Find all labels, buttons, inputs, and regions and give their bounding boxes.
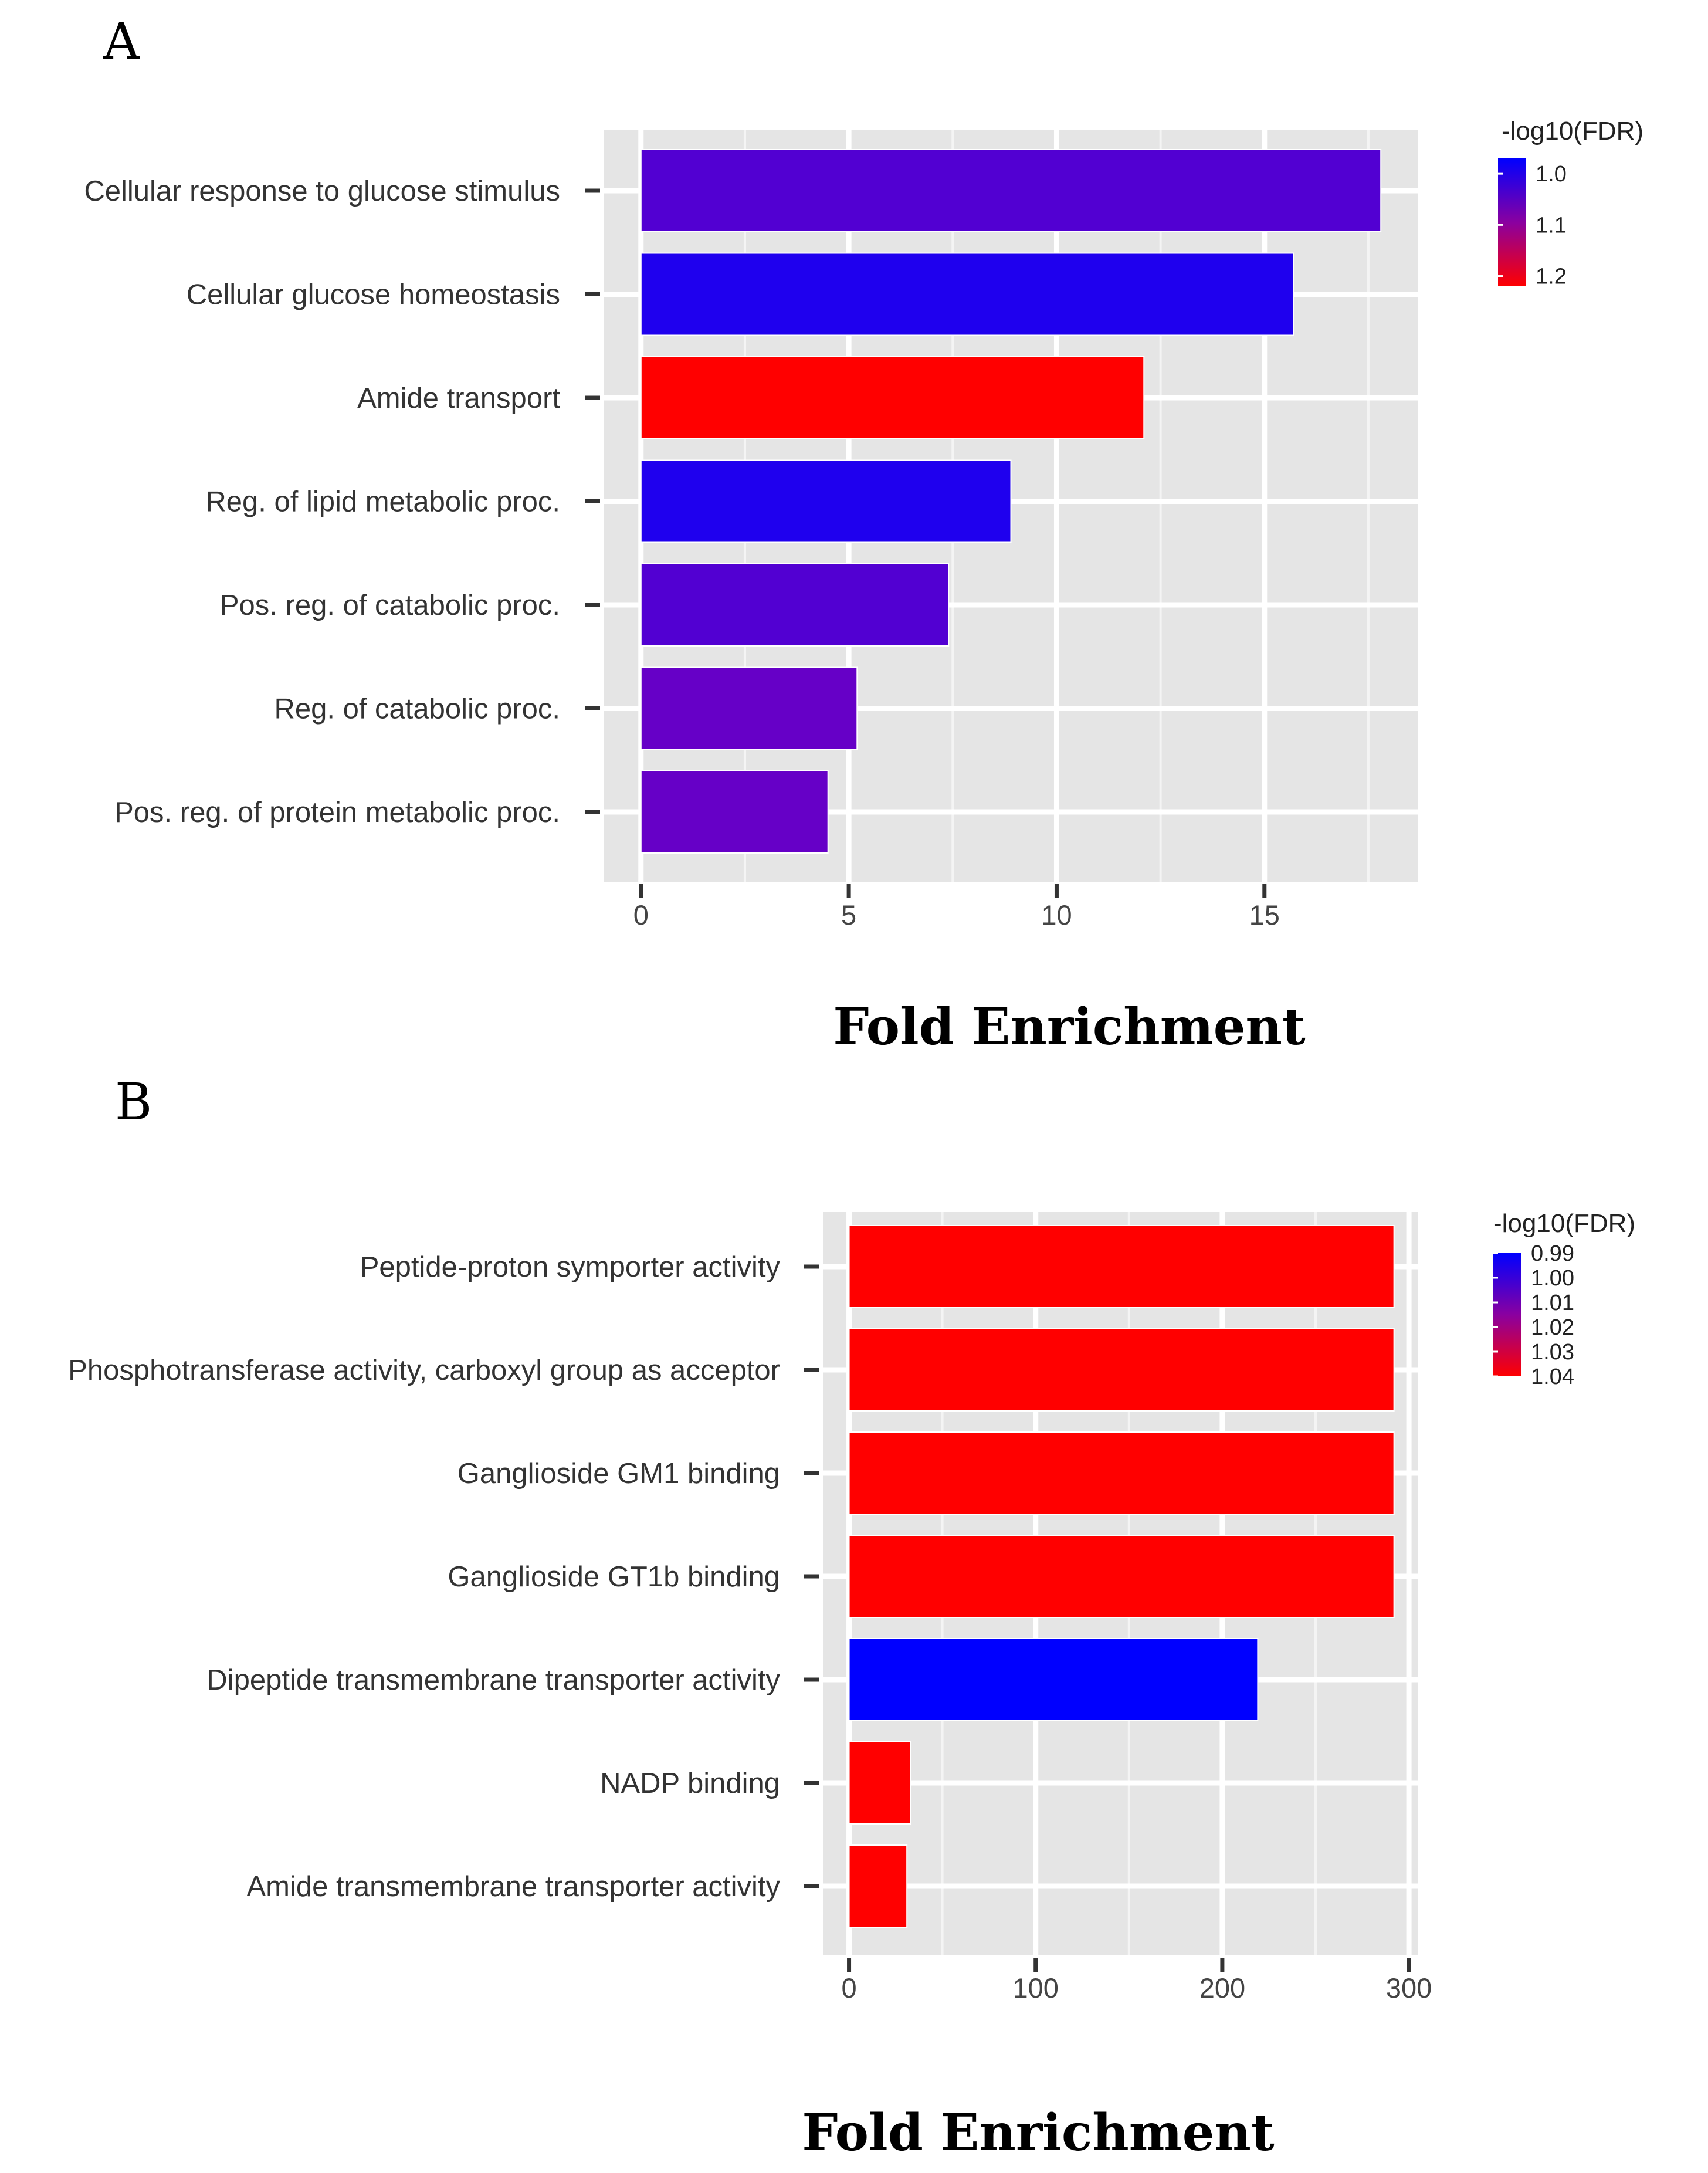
panel-b-category-labels: Peptide-proton symporter activity Phospho… xyxy=(68,1251,819,1903)
category-label: Amide transport xyxy=(357,383,560,414)
category-label: Ganglioside GT1b binding xyxy=(448,1561,780,1593)
bar xyxy=(640,356,1145,439)
bar xyxy=(640,563,950,647)
panel-b-x-axis: 0 100 200 300 xyxy=(841,1958,1432,2003)
panel-b-x-axis-title: Fold Enrichment xyxy=(802,2103,1275,2162)
panel-a: A Cellular response to glucose stimulusC… xyxy=(84,12,1643,1057)
legend-tick-label: 1.2 xyxy=(1536,265,1567,289)
bar xyxy=(848,1638,1259,1721)
panel-b-bars xyxy=(848,1225,1395,1928)
panel-a-color-legend: -log10(FDR) 1.0 1.1 1.2 xyxy=(1498,117,1643,289)
panel-a-x-axis-title: Fold Enrichment xyxy=(833,997,1306,1057)
panel-a-legend-colorbar xyxy=(1498,158,1526,286)
panel-a-legend-title: -log10(FDR) xyxy=(1502,117,1643,145)
x-tick-label: 0 xyxy=(633,899,649,930)
category-label: Reg. of catabolic proc. xyxy=(274,693,560,725)
legend-tick-label: 1.04 xyxy=(1531,1365,1574,1389)
category-label: Peptide-proton symporter activity xyxy=(360,1251,781,1283)
legend-tick-label: 1.01 xyxy=(1531,1291,1574,1315)
legend-tick-label: 1.1 xyxy=(1536,213,1567,238)
panel-a-letter: A xyxy=(103,12,140,71)
panel-a-x-axis: 0 5 10 15 xyxy=(633,884,1280,930)
category-label: Cellular glucose homeostasis xyxy=(187,279,560,311)
bar xyxy=(640,666,858,750)
category-label: Amide transmembrane transporter activity xyxy=(246,1871,780,1903)
panel-b-color-legend: -log10(FDR) 0.991.001.011.021.031.04 xyxy=(1493,1209,1635,1389)
legend-tick-label: 1.00 xyxy=(1531,1266,1574,1291)
bar xyxy=(640,149,1382,232)
category-label: Cellular response to glucose stimulus xyxy=(84,175,560,207)
legend-tick-label: 1.03 xyxy=(1531,1340,1574,1365)
x-tick-label: 300 xyxy=(1386,1972,1432,2003)
x-tick-label: 200 xyxy=(1199,1972,1245,2003)
x-tick-label: 0 xyxy=(841,1972,856,2003)
category-label: Reg. of lipid metabolic proc. xyxy=(205,486,560,518)
category-label: Ganglioside GM1 binding xyxy=(458,1458,780,1490)
category-label: Phosphotransferase activity, carboxyl gr… xyxy=(68,1355,780,1386)
x-tick-label: 100 xyxy=(1013,1972,1059,2003)
panel-b: B Peptide-proton symporter activity Phosp… xyxy=(68,1073,1635,2162)
bar xyxy=(848,1225,1395,1308)
x-tick-label: 5 xyxy=(841,899,856,930)
panel-a-bars xyxy=(640,149,1382,854)
bar xyxy=(640,459,1012,543)
panel-b-legend-colorbar xyxy=(1493,1253,1521,1376)
legend-tick-label: 1.0 xyxy=(1536,162,1567,187)
category-label: NADP binding xyxy=(600,1768,780,1799)
category-label: Dipeptide transmembrane transporter acti… xyxy=(206,1664,780,1696)
bar xyxy=(848,1431,1395,1515)
category-label: Pos. reg. of catabolic proc. xyxy=(220,590,560,621)
bar xyxy=(640,252,1294,336)
legend-tick-label: 1.02 xyxy=(1531,1315,1574,1340)
bar xyxy=(848,1535,1395,1618)
x-tick-label: 15 xyxy=(1249,899,1280,930)
panel-b-legend-title: -log10(FDR) xyxy=(1493,1209,1635,1238)
bar xyxy=(848,1844,908,1928)
panel-b-letter: B xyxy=(115,1073,152,1132)
x-tick-label: 10 xyxy=(1041,899,1072,930)
bar xyxy=(848,1741,911,1825)
bar xyxy=(848,1328,1395,1412)
category-label: Pos. reg. of protein metabolic proc. xyxy=(114,797,560,828)
legend-tick-label: 0.99 xyxy=(1531,1241,1574,1266)
panel-a-category-labels: Cellular response to glucose stimulus Cel… xyxy=(84,175,600,828)
bar xyxy=(640,770,829,854)
